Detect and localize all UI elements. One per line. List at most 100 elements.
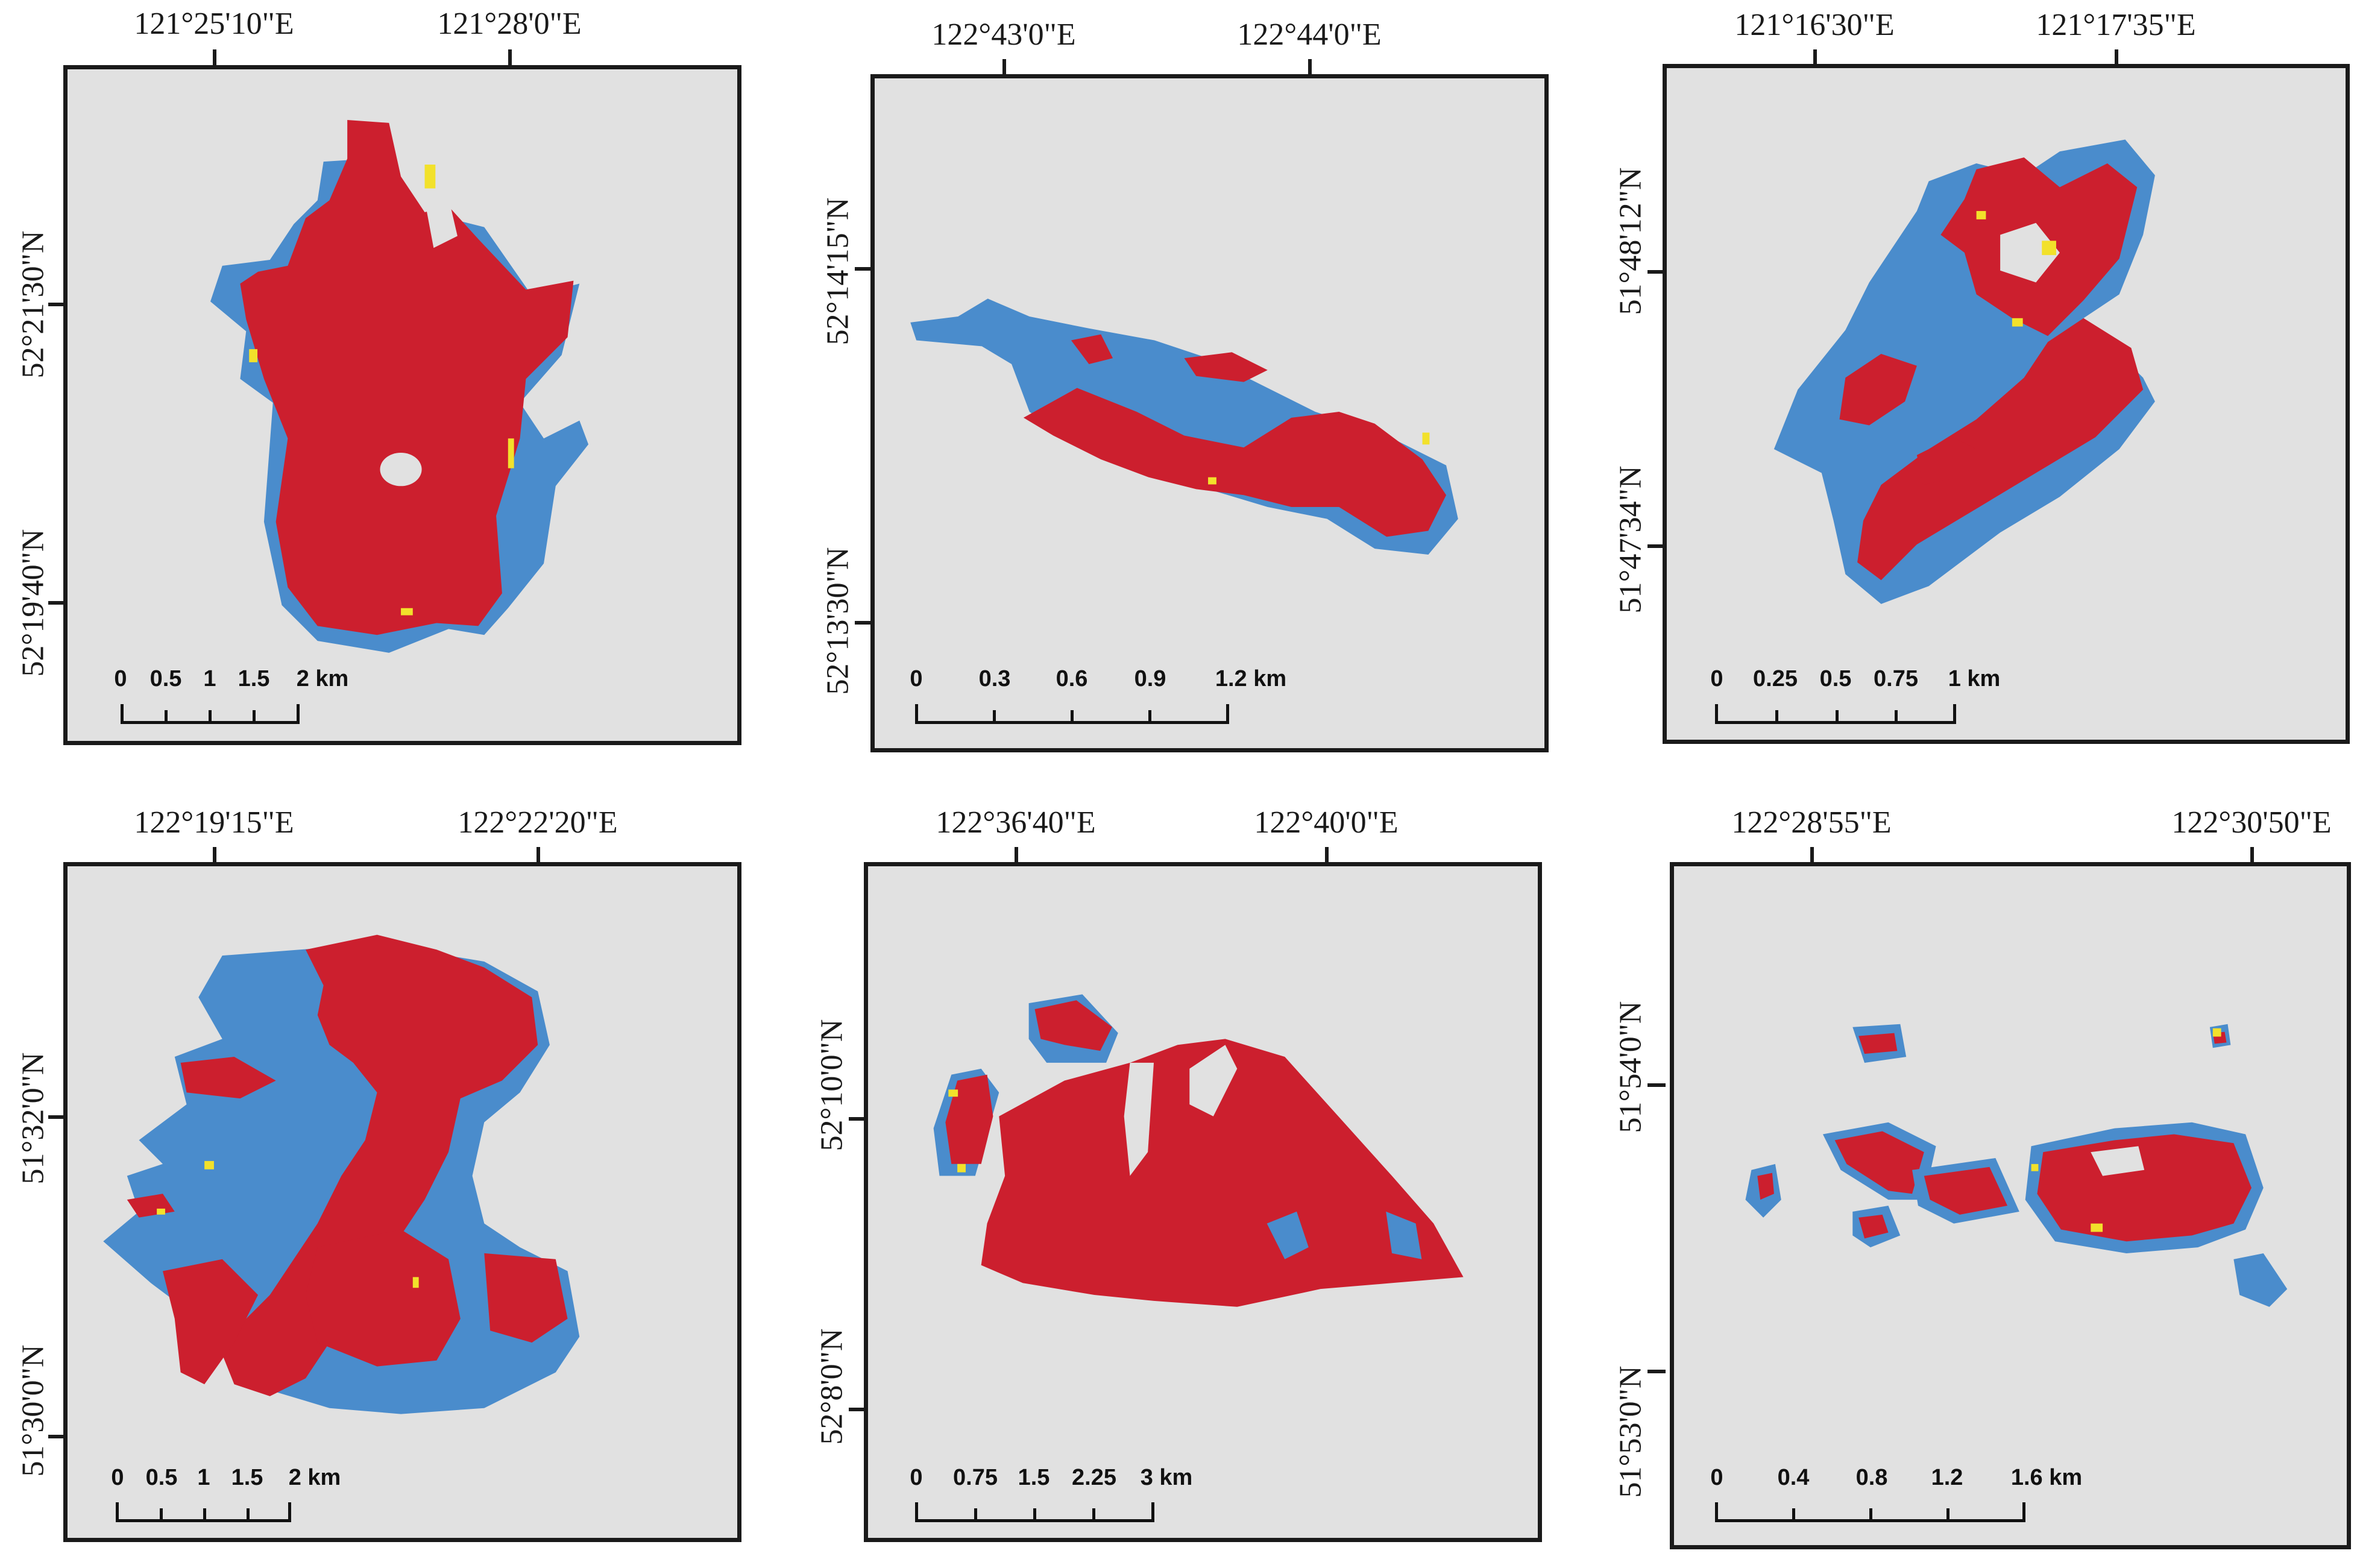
lat-tick — [1647, 544, 1666, 548]
map-frame — [870, 74, 1549, 752]
minor-class-spot — [2042, 241, 2056, 256]
main-class-region — [1839, 354, 1917, 426]
scale-tick — [288, 1502, 291, 1522]
main-class-region — [484, 1253, 568, 1343]
lon-tick — [1810, 847, 1814, 865]
lat-label: 51°32'0"N — [16, 1052, 51, 1185]
scale-label: 1 — [203, 666, 216, 691]
clearing — [2000, 222, 2060, 283]
clearing — [1189, 1045, 1238, 1116]
map-frame — [63, 65, 741, 745]
lat-tick — [48, 1435, 66, 1438]
map-canvas — [933, 994, 1464, 1307]
scale-label: 2 km — [296, 666, 349, 691]
lon-label: 121°16'30"E — [1734, 8, 1895, 42]
scale-tick — [165, 710, 168, 724]
clearing — [424, 197, 458, 248]
lat-label: 51°47'34"N — [1613, 465, 1648, 614]
lon-label: 121°17'35"E — [2036, 8, 2196, 42]
scale-label: 0.4 — [1777, 1465, 1810, 1490]
scale-label: 0 — [910, 666, 923, 691]
main-class-region — [222, 934, 538, 1396]
scale-label: 0.5 — [145, 1465, 178, 1490]
minor-class-spot — [1976, 211, 1986, 219]
minor-class-spot — [1422, 432, 1430, 445]
main-class-region — [945, 1074, 993, 1164]
clearing — [2091, 1146, 2145, 1176]
main-class-region — [1924, 1167, 2008, 1215]
lon-label: 122°19'15"E — [134, 805, 294, 840]
scale-tick — [121, 704, 124, 724]
minor-class-spot — [948, 1089, 958, 1097]
secondary-class-region — [1386, 1211, 1422, 1259]
scale-label: 0.5 — [149, 666, 182, 691]
lon-tick — [213, 847, 216, 865]
scale-tick — [160, 1508, 163, 1522]
scale-label: 2.25 — [1072, 1465, 1116, 1490]
lon-tick — [2250, 847, 2254, 865]
lon-tick — [213, 49, 216, 68]
map-frame — [63, 862, 741, 1542]
lat-label: 52°19'40"N — [16, 529, 51, 677]
lon-label: 121°28'0"E — [437, 7, 582, 41]
scale-tick — [1869, 1508, 1872, 1522]
scale-tick — [297, 704, 300, 724]
scale-tick — [1715, 1502, 1718, 1522]
scale-tick — [915, 1502, 918, 1522]
scale-label: 2 km — [288, 1465, 341, 1490]
lat-tick — [855, 267, 873, 271]
main-class-region — [1071, 334, 1113, 365]
lon-tick — [1002, 59, 1006, 77]
lon-label: 122°36'40"E — [936, 805, 1096, 840]
lat-label: 52°13'30"N — [820, 547, 855, 695]
lon-label: 121°25'10"E — [134, 7, 294, 41]
lon-label: 122°22'20"E — [458, 805, 618, 840]
scale-label: 1.2 — [1931, 1465, 1963, 1490]
main-class-region — [1857, 318, 2144, 581]
scale-label: 0.8 — [1855, 1465, 1888, 1490]
lat-tick — [48, 303, 66, 306]
scale-tick — [1092, 1508, 1095, 1522]
minor-class-spot — [2012, 318, 2023, 327]
map-frame — [864, 862, 1542, 1542]
lat-tick — [849, 1408, 867, 1411]
main-class-region — [1834, 1131, 1924, 1194]
main-class-region — [981, 1039, 1464, 1307]
scale-label: 1.5 — [1018, 1465, 1050, 1490]
scale-label: 0.3 — [978, 666, 1011, 691]
lake-hole — [380, 453, 422, 486]
scale-label: 0 — [910, 1465, 923, 1490]
lat-tick — [48, 1115, 66, 1119]
minor-class-spot — [1208, 477, 1216, 485]
main-class-region — [1858, 1033, 1898, 1054]
lat-label: 52°14'15"N — [820, 197, 855, 345]
lon-tick — [1325, 847, 1329, 865]
scale-tick — [1151, 1502, 1154, 1522]
map-canvas — [210, 119, 589, 653]
map-canvas — [1773, 139, 2155, 604]
minor-class-spot — [157, 1208, 165, 1215]
main-class-region — [2037, 1134, 2252, 1242]
scale-label: 1 — [197, 1465, 210, 1490]
scale-tick — [209, 710, 212, 724]
clearing — [1124, 1062, 1154, 1176]
map-canvas — [910, 298, 1458, 555]
secondary-class-region — [1267, 1211, 1309, 1259]
lat-tick — [48, 601, 66, 605]
lat-label: 51°48'12"N — [1613, 167, 1648, 315]
minor-class-spot — [204, 1160, 214, 1170]
map-canvas — [103, 934, 580, 1414]
scale-tick — [1895, 710, 1898, 724]
scale-label: 1 km — [1948, 666, 2001, 691]
minor-class-spot — [2031, 1163, 2039, 1171]
scale-label: 0.9 — [1134, 666, 1166, 691]
scale-label: 0.25 — [1753, 666, 1798, 691]
lon-label: 122°40'0"E — [1254, 805, 1399, 840]
main-class-region — [1757, 1173, 1774, 1200]
scale-tick — [1715, 704, 1718, 724]
scale-tick — [116, 1502, 119, 1522]
main-class-region — [1034, 1000, 1112, 1051]
lat-tick — [855, 621, 873, 625]
map-frame — [1663, 64, 2350, 744]
lon-tick — [1015, 847, 1018, 865]
